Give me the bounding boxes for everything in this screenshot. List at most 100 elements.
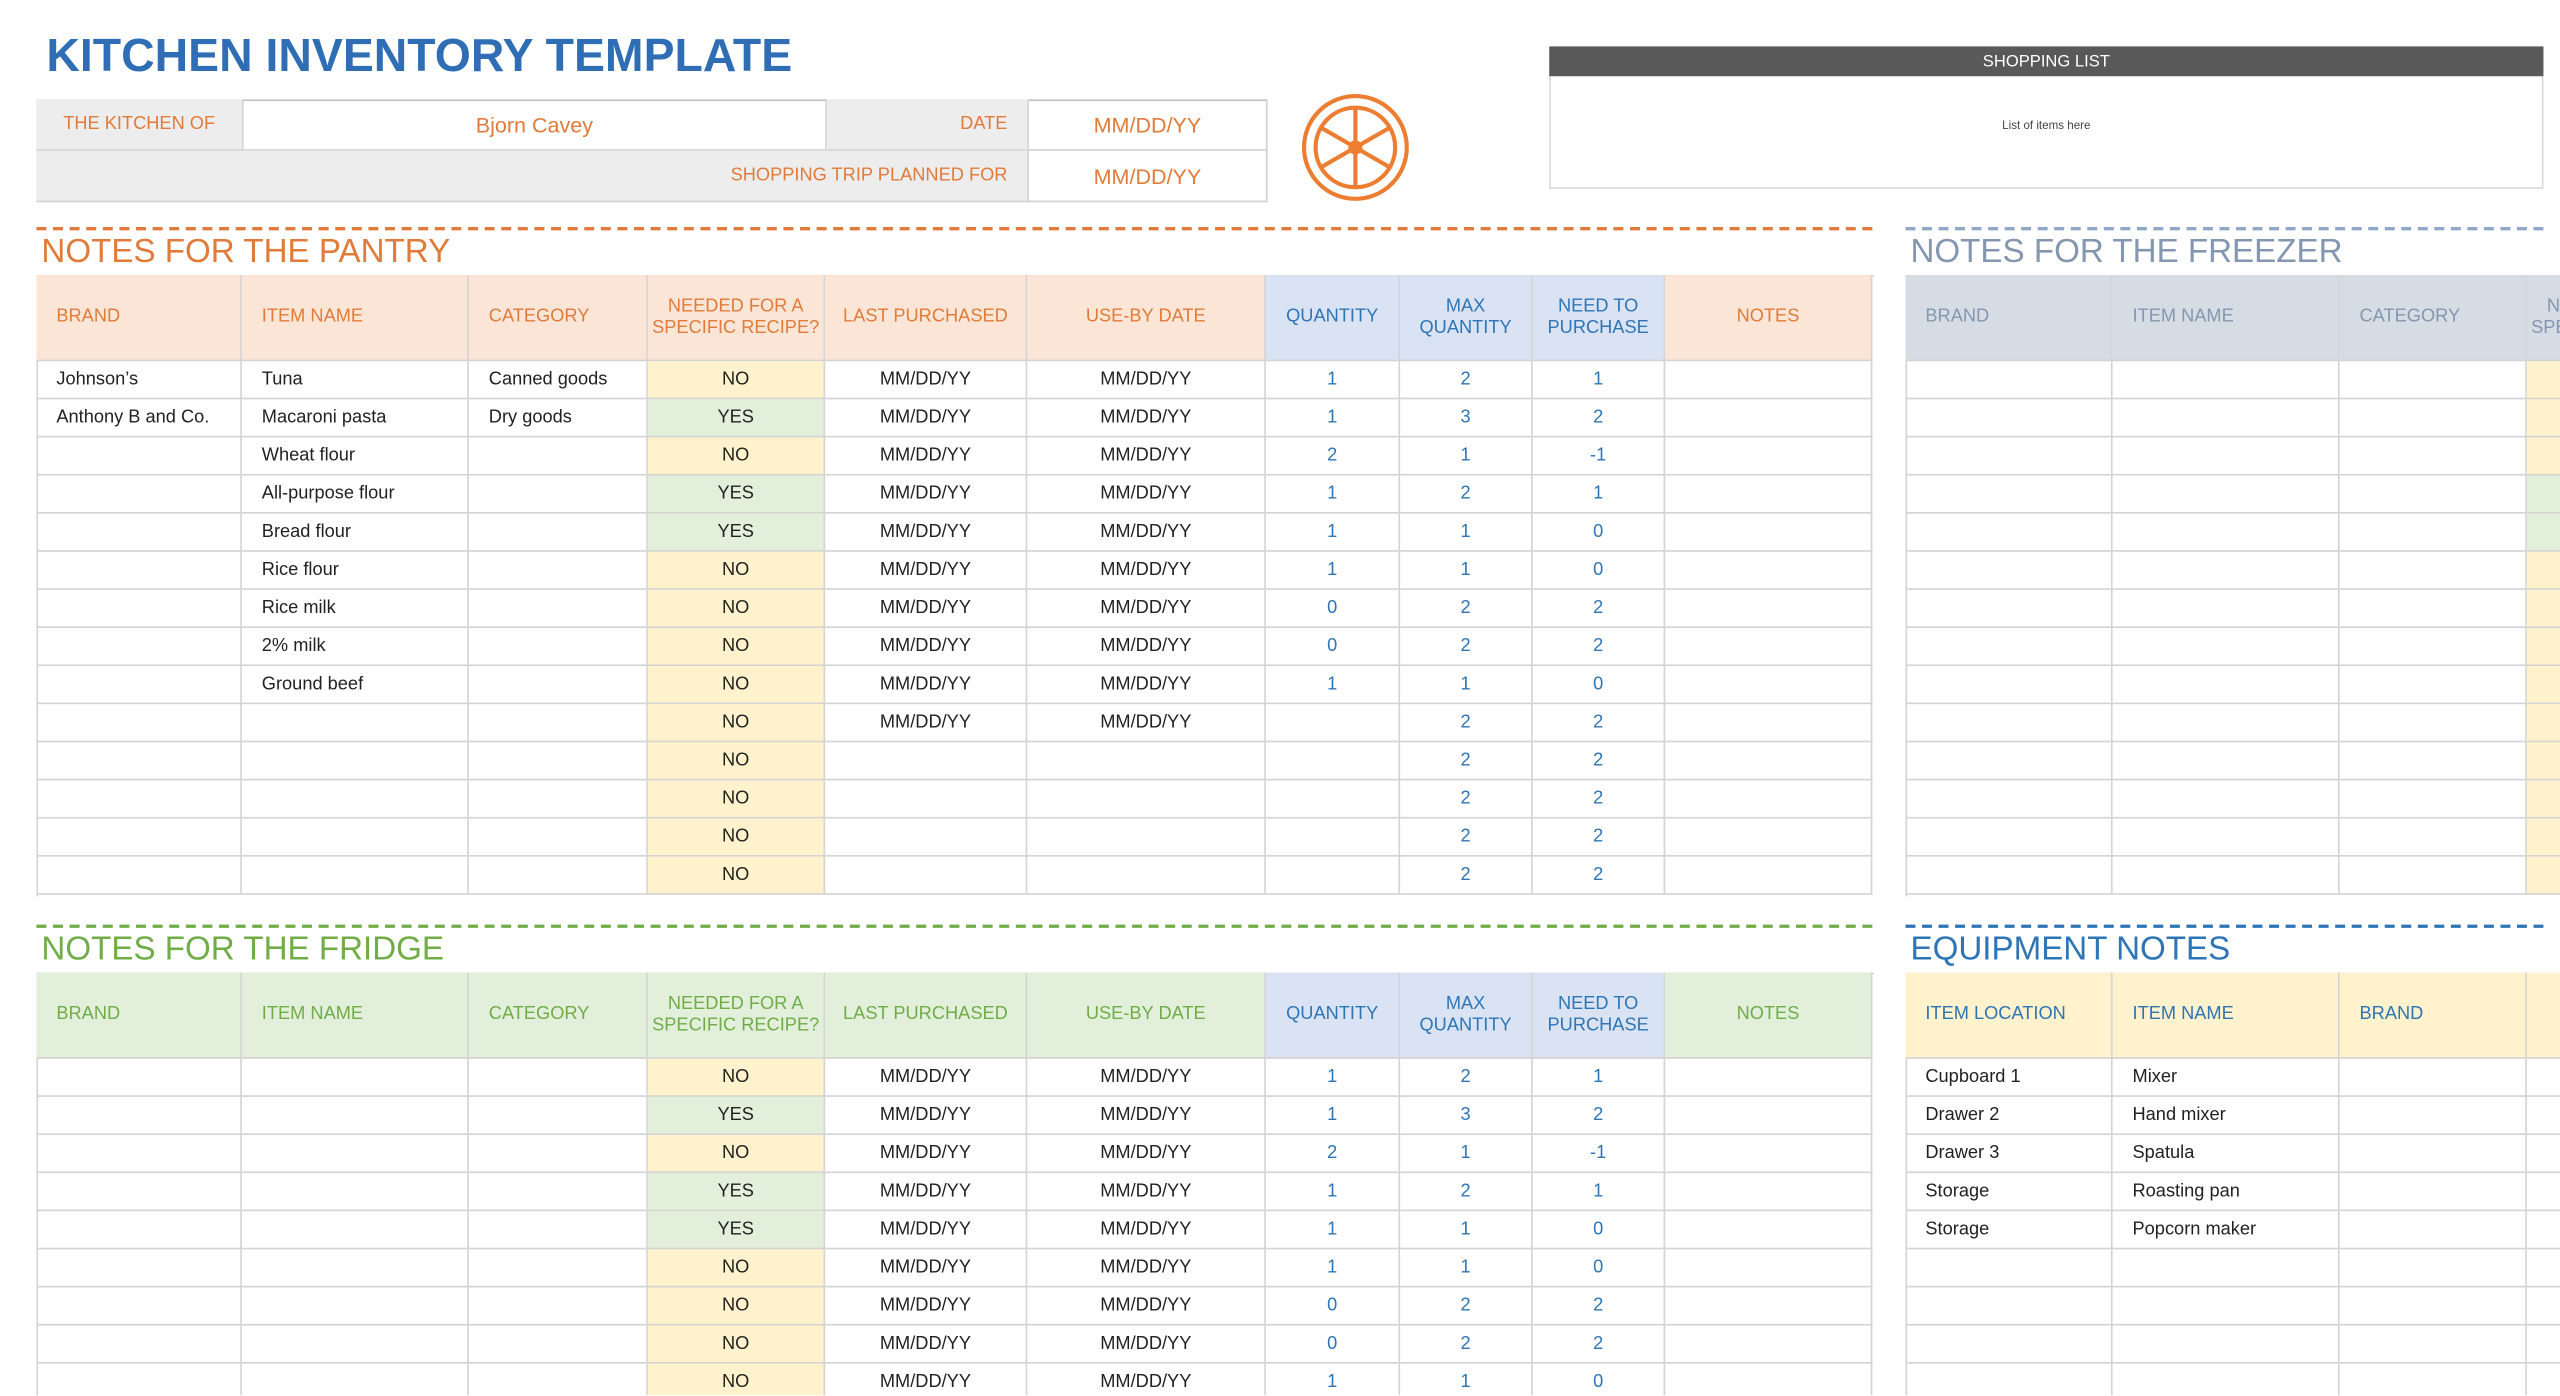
table-cell — [36, 1363, 242, 1396]
table-cell: 2 — [1532, 627, 1666, 667]
field-label: SHOPPING TRIP PLANNED FOR — [36, 150, 1029, 203]
table-cell — [1905, 627, 2113, 667]
table-cell — [1665, 666, 1873, 705]
table-cell: 1 — [1400, 1135, 1533, 1174]
table-cell: MM/DD/YY — [825, 1058, 1028, 1097]
table-cell — [1027, 742, 1266, 781]
table-cell: 0 — [1265, 627, 1401, 667]
table-cell: MM/DD/YY — [1027, 1287, 1266, 1326]
table-cell — [1665, 1096, 1873, 1136]
table-cell: 1 — [1265, 361, 1401, 400]
table-cell — [2339, 1173, 2527, 1212]
table-cell — [2339, 1287, 2527, 1326]
table-cell — [1665, 1363, 1873, 1396]
table-cell — [1665, 627, 1873, 667]
column-header-extra — [2526, 972, 2560, 1059]
table-cell: 3 — [1400, 1096, 1533, 1136]
column-header: NOTES — [1665, 275, 1873, 362]
table-cell: NO — [647, 589, 826, 628]
section-divider — [36, 924, 1873, 928]
table-cell — [1665, 780, 1873, 819]
table-cell — [2112, 513, 2340, 552]
table-cell — [468, 666, 648, 705]
table-cell — [468, 742, 648, 781]
table-cell: Hand mixer — [2112, 1096, 2340, 1136]
table-cell — [1665, 475, 1873, 514]
table-cell — [1665, 1135, 1873, 1174]
table-cell: 1 — [1265, 1211, 1401, 1250]
table-cell — [1665, 1325, 1873, 1364]
field-label: DATE — [826, 99, 1029, 151]
table-cell: 2 — [1400, 704, 1533, 743]
table-cell — [2112, 1249, 2340, 1288]
table-cell — [2113, 1363, 2340, 1396]
table-cell — [1905, 475, 2113, 514]
table-cell: 0 — [1532, 1249, 1666, 1288]
table-cell — [36, 1249, 242, 1288]
table-cell: MM/DD/YY — [1027, 1173, 1266, 1212]
table-cell: MM/DD/YY — [1027, 361, 1266, 400]
table-cell — [2112, 742, 2340, 781]
table-cell: 0 — [1533, 1363, 1666, 1396]
table-cell — [36, 742, 242, 781]
table-cell — [2339, 399, 2527, 438]
table-cell — [2526, 1135, 2560, 1174]
table-cell — [36, 1173, 242, 1212]
table-cell — [468, 780, 648, 819]
table-cell — [241, 780, 469, 819]
table-cell: NO — [647, 704, 826, 743]
table-cell — [1265, 818, 1401, 857]
table-cell — [2112, 666, 2340, 705]
table-cell — [241, 704, 469, 743]
table-cell — [1665, 1211, 1873, 1250]
table-cell: Drawer 3 — [1905, 1135, 2113, 1174]
table-cell — [241, 856, 469, 895]
column-header: BRAND — [36, 275, 242, 362]
table-cell: Wheat flour — [241, 437, 469, 476]
table-cell: MM/DD/YY — [1027, 627, 1266, 667]
table-cell — [2112, 399, 2340, 438]
table-cell: MM/DD/YY — [1027, 666, 1266, 705]
table-cell — [2339, 1249, 2527, 1288]
table-cell — [241, 1135, 469, 1174]
table-cell — [1665, 399, 1873, 438]
table-cell — [1027, 818, 1266, 857]
table-cell — [1665, 1287, 1873, 1326]
table-cell: NO — [647, 361, 826, 400]
table-cell — [1905, 589, 2113, 628]
table-cell: Mixer — [2112, 1058, 2340, 1097]
field-value: Bjorn Cavey — [243, 99, 827, 151]
table-cell — [2526, 627, 2560, 667]
table-cell: 1 — [1265, 513, 1401, 552]
table-cell: 2 — [1532, 1325, 1666, 1364]
table-cell — [36, 856, 242, 895]
table-cell — [36, 475, 242, 514]
table-cell — [1027, 780, 1266, 819]
section-title: NOTES FOR THE FRIDGE — [41, 931, 445, 968]
table-cell: 1 — [1265, 475, 1401, 514]
table-cell: 1 — [1265, 551, 1401, 590]
table-cell — [241, 818, 469, 857]
table-cell — [36, 704, 242, 743]
table-cell — [468, 1135, 648, 1174]
table-cell — [1665, 513, 1873, 552]
table-cell — [1905, 1325, 2113, 1364]
table-cell — [2526, 1211, 2560, 1250]
column-header: NEED TO PURCHASE — [1532, 275, 1666, 362]
table-cell — [825, 780, 1028, 819]
table-cell — [1905, 742, 2113, 781]
table-cell — [2339, 437, 2527, 476]
table-cell — [2112, 361, 2340, 400]
table-cell — [2526, 1173, 2560, 1212]
section-title: NOTES FOR THE FREEZER — [1910, 233, 2343, 271]
table-cell — [2339, 627, 2527, 667]
table-cell: 1 — [1265, 399, 1401, 438]
table-cell — [1665, 1058, 1873, 1097]
table-cell — [36, 1325, 242, 1364]
table-cell — [36, 818, 242, 857]
table-cell — [36, 589, 242, 628]
table-cell: NO — [647, 666, 826, 705]
table-cell — [2339, 551, 2527, 590]
table-cell — [2526, 818, 2560, 857]
table-cell: 0 — [1532, 666, 1666, 705]
